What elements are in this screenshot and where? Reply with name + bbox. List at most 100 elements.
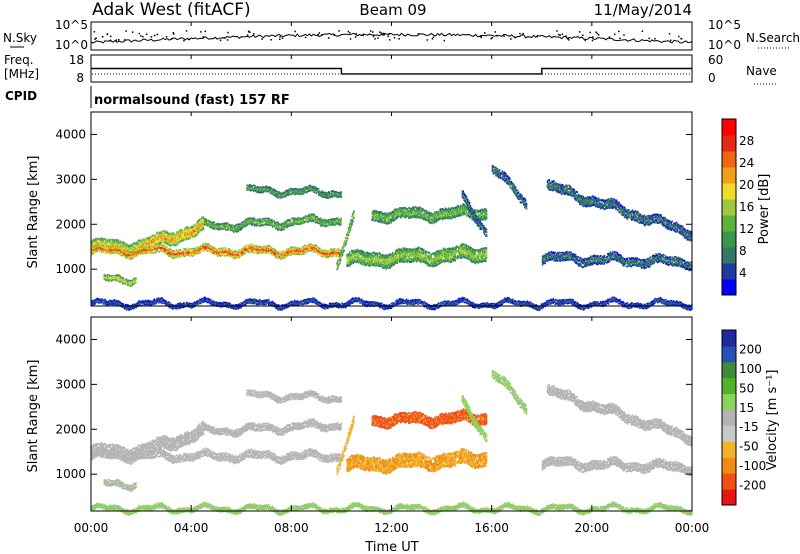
power-cell: [310, 214, 312, 217]
power-cell: [277, 225, 279, 228]
power-cell: [201, 228, 203, 231]
power-cell: [169, 249, 172, 252]
sky-noise-dot: [556, 30, 558, 32]
sky-noise-dot: [185, 30, 188, 32]
power-cell: [201, 246, 203, 248]
power-cell: [252, 219, 254, 222]
power-cell: [228, 254, 231, 257]
power-cell: [184, 254, 187, 256]
power-cell: [137, 243, 139, 246]
power-cell: [225, 223, 227, 225]
power-cell: [160, 243, 163, 246]
power-cell: [206, 250, 208, 252]
power-cell: [275, 223, 277, 226]
power-cell: [194, 234, 197, 237]
power-cell: [91, 254, 93, 256]
power-cell: [188, 251, 190, 254]
power-cell: [171, 242, 173, 245]
power-cell: [226, 224, 228, 227]
power-cell: [125, 245, 128, 248]
power-cell: [218, 254, 221, 257]
power-cell: [334, 219, 336, 222]
power-cell: [180, 233, 182, 237]
power-cell: [287, 219, 290, 222]
power-cell: [194, 224, 197, 228]
power-cell: [113, 239, 115, 242]
power-cell: [210, 225, 213, 228]
power-cell: [136, 243, 139, 246]
power-cell: [185, 252, 188, 255]
power-cell: [252, 246, 255, 248]
sky-noise-dot: [596, 32, 599, 35]
power-cell: [119, 249, 122, 251]
power-cell: [116, 247, 118, 249]
power-cell: [129, 244, 131, 247]
power-cell: [219, 223, 222, 225]
power-cell: [283, 257, 285, 259]
power-cell: [245, 221, 248, 224]
power-cell: [182, 235, 184, 238]
power-cell: [147, 236, 149, 240]
sky-noise-dot: [388, 33, 390, 35]
power-cell: [485, 247, 488, 250]
sky-noise-dot: [226, 39, 229, 41]
power-cell: [149, 239, 151, 242]
power-cell: [284, 221, 286, 223]
power-cell: [204, 247, 207, 249]
power-cell: [320, 224, 322, 227]
power-cell: [205, 220, 207, 222]
power-cell: [143, 248, 146, 251]
power-cell: [153, 242, 156, 245]
power-cell: [260, 246, 262, 249]
power-cell: [180, 228, 182, 232]
power-cell: [295, 219, 298, 221]
power-cell: [159, 247, 161, 249]
power-cell: [149, 237, 151, 240]
power-cell: [330, 218, 333, 220]
power-cell: [222, 227, 224, 230]
power-cell: [159, 244, 161, 246]
power-cell: [302, 220, 304, 222]
power-cell: [129, 247, 131, 250]
power-cell: [180, 235, 182, 238]
power-cell: [278, 251, 281, 254]
power-cell: [202, 223, 205, 226]
power-cell: [218, 225, 221, 228]
sky-noise-dot: [374, 38, 376, 40]
power-cell: [152, 246, 155, 248]
power-cell: [218, 224, 221, 226]
sky-noise-dot: [522, 32, 524, 35]
power-cell: [155, 243, 157, 246]
power-cell: [170, 232, 173, 235]
power-cell: [159, 242, 162, 245]
power-cell: [255, 219, 258, 221]
power-cell: [181, 254, 183, 256]
power-cell: [283, 256, 285, 258]
power-cell: [109, 253, 112, 255]
power-cell: [142, 250, 144, 253]
power-cell: [92, 238, 95, 241]
power-cell: [299, 222, 301, 224]
power-cell: [281, 254, 283, 256]
power-cell: [349, 251, 351, 254]
power-cell: [105, 239, 107, 242]
power-cell: [209, 247, 211, 249]
power-cell: [126, 256, 129, 259]
power-cell: [159, 235, 162, 238]
power-cell: [225, 224, 227, 226]
power-cell: [276, 252, 278, 255]
power-cell: [145, 252, 148, 255]
power-cell: [100, 239, 103, 242]
power-cell: [205, 243, 207, 246]
power-cell: [322, 221, 325, 223]
power-cell: [208, 246, 210, 248]
power-cell: [144, 238, 147, 241]
power-cell: [179, 250, 181, 252]
power-cell: [117, 253, 120, 255]
power-cell: [167, 237, 169, 241]
power-cell: [123, 255, 125, 258]
power-cell: [159, 234, 161, 237]
power-cell: [276, 226, 278, 228]
power-cell: [135, 280, 137, 283]
power-cell: [208, 223, 210, 226]
